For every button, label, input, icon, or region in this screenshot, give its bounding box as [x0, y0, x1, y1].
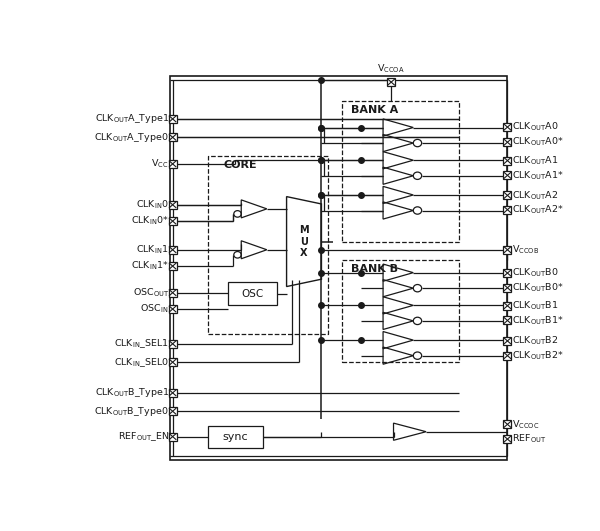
Text: $\mathrm{CLK}_{\mathrm{IN}}$0: $\mathrm{CLK}_{\mathrm{IN}}$0	[136, 199, 169, 211]
Bar	[170, 76, 508, 460]
Text: $\mathrm{CLK}_{\mathrm{OUT}}$B_Type1: $\mathrm{CLK}_{\mathrm{OUT}}$B_Type1	[95, 387, 169, 399]
Text: $\mathrm{CLK}_{\mathrm{IN}}$_SEL1: $\mathrm{CLK}_{\mathrm{IN}}$_SEL1	[114, 337, 169, 350]
Text: $\mathrm{CLK}_{\mathrm{OUT}}$A1*: $\mathrm{CLK}_{\mathrm{OUT}}$A1*	[512, 169, 563, 182]
Text: $\mathrm{REF}_{\mathrm{OUT}}$_EN: $\mathrm{REF}_{\mathrm{OUT}}$_EN	[118, 430, 169, 443]
Text: BANK A: BANK A	[352, 105, 398, 115]
Text: $\mathrm{CLK}_{\mathrm{OUT}}$A1: $\mathrm{CLK}_{\mathrm{OUT}}$A1	[512, 155, 559, 167]
Text: $\mathrm{CLK}_{\mathrm{OUT}}$A2: $\mathrm{CLK}_{\mathrm{OUT}}$A2	[512, 189, 558, 202]
Text: $\mathrm{CLK}_{\mathrm{OUT}}$B2: $\mathrm{CLK}_{\mathrm{OUT}}$B2	[512, 335, 558, 347]
Text: $\mathrm{V}_{\mathrm{CCOA}}$: $\mathrm{V}_{\mathrm{CCOA}}$	[377, 62, 405, 75]
Text: $\mathrm{CLK}_{\mathrm{OUT}}$B0*: $\mathrm{CLK}_{\mathrm{OUT}}$B0*	[512, 281, 563, 294]
Bar	[208, 156, 328, 333]
Bar	[229, 282, 277, 305]
Text: $\mathrm{CLK}_{\mathrm{OUT}}$A0*: $\mathrm{CLK}_{\mathrm{OUT}}$A0*	[512, 136, 563, 149]
Bar	[343, 100, 458, 242]
Text: $\mathrm{CLK}_{\mathrm{IN}}$1*: $\mathrm{CLK}_{\mathrm{IN}}$1*	[131, 260, 169, 272]
Text: $\mathrm{CLK}_{\mathrm{OUT}}$B2*: $\mathrm{CLK}_{\mathrm{OUT}}$B2*	[512, 349, 563, 362]
Bar	[343, 260, 458, 362]
Text: $\mathrm{V}_{\mathrm{CCOB}}$: $\mathrm{V}_{\mathrm{CCOB}}$	[512, 244, 539, 256]
Text: CORE: CORE	[223, 160, 257, 170]
Text: $\mathrm{CLK}_{\mathrm{OUT}}$A2*: $\mathrm{CLK}_{\mathrm{OUT}}$A2*	[512, 203, 563, 216]
Text: sync: sync	[223, 432, 248, 442]
Text: $\mathrm{OSC}_{\mathrm{IN}}$: $\mathrm{OSC}_{\mathrm{IN}}$	[140, 303, 169, 315]
Text: $\mathrm{OSC}_{\mathrm{OUT}}$: $\mathrm{OSC}_{\mathrm{OUT}}$	[133, 286, 169, 299]
Text: $\mathrm{CLK}_{\mathrm{IN}}$_SEL0: $\mathrm{CLK}_{\mathrm{IN}}$_SEL0	[114, 356, 169, 369]
Text: $\mathrm{CLK}_{\mathrm{OUT}}$A_Type1: $\mathrm{CLK}_{\mathrm{OUT}}$A_Type1	[95, 113, 169, 125]
Text: $\mathrm{CLK}_{\mathrm{OUT}}$B1: $\mathrm{CLK}_{\mathrm{OUT}}$B1	[512, 299, 559, 312]
Bar	[208, 425, 263, 448]
Text: $\mathrm{V}_{\mathrm{CC}}$: $\mathrm{V}_{\mathrm{CC}}$	[151, 158, 169, 170]
Text: $\mathrm{CLK}_{\mathrm{IN}}$0*: $\mathrm{CLK}_{\mathrm{IN}}$0*	[131, 215, 169, 227]
Text: $\mathrm{CLK}_{\mathrm{OUT}}$B0: $\mathrm{CLK}_{\mathrm{OUT}}$B0	[512, 267, 559, 279]
Text: $\mathrm{V}_{\mathrm{CCOC}}$: $\mathrm{V}_{\mathrm{CCOC}}$	[512, 418, 539, 431]
Text: $\mathrm{CLK}_{\mathrm{OUT}}$A0: $\mathrm{CLK}_{\mathrm{OUT}}$A0	[512, 121, 559, 133]
Text: M
U
X: M U X	[299, 225, 309, 258]
Text: OSC: OSC	[242, 289, 264, 299]
Text: $\mathrm{CLK}_{\mathrm{IN}}$1: $\mathrm{CLK}_{\mathrm{IN}}$1	[136, 244, 169, 256]
Text: $\mathrm{CLK}_{\mathrm{OUT}}$B1*: $\mathrm{CLK}_{\mathrm{OUT}}$B1*	[512, 314, 563, 327]
Text: $\mathrm{CLK}_{\mathrm{OUT}}$B_Type0: $\mathrm{CLK}_{\mathrm{OUT}}$B_Type0	[94, 405, 169, 418]
Text: $\mathrm{REF}_{\mathrm{OUT}}$: $\mathrm{REF}_{\mathrm{OUT}}$	[512, 433, 547, 446]
Text: $\mathrm{CLK}_{\mathrm{OUT}}$A_Type0: $\mathrm{CLK}_{\mathrm{OUT}}$A_Type0	[94, 131, 169, 144]
Text: BANK B: BANK B	[352, 264, 398, 274]
